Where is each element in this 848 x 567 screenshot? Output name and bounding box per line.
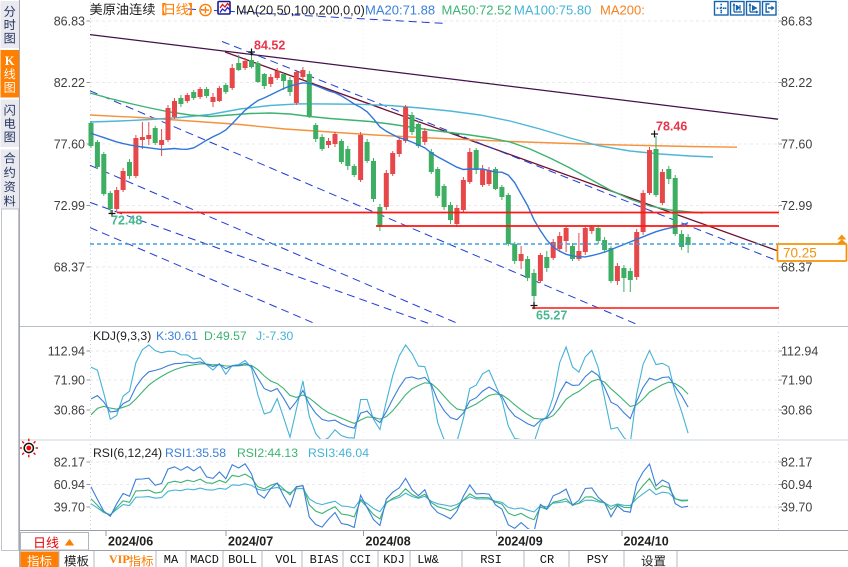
- svg-text:2024/09: 2024/09: [498, 535, 543, 549]
- svg-text:30.86: 30.86: [54, 404, 85, 418]
- svg-text:MACD: MACD: [190, 553, 219, 567]
- svg-text:BIAS: BIAS: [310, 553, 339, 567]
- svg-text:KDJ(9,3,3): KDJ(9,3,3): [93, 329, 151, 343]
- svg-text:68.37: 68.37: [54, 261, 85, 275]
- svg-text:71.90: 71.90: [54, 374, 85, 388]
- svg-text:70.25: 70.25: [783, 246, 817, 261]
- svg-text:PSY: PSY: [587, 553, 609, 567]
- svg-text:MA20:71.88: MA20:71.88: [365, 3, 435, 18]
- svg-text:72.48: 72.48: [111, 214, 142, 228]
- svg-text:CCI: CCI: [350, 553, 372, 567]
- svg-text:72.99: 72.99: [54, 199, 85, 213]
- svg-text:K:30.61: K:30.61: [156, 329, 198, 343]
- svg-text:BOLL: BOLL: [228, 553, 257, 567]
- svg-text:J:-7.30: J:-7.30: [256, 329, 293, 343]
- svg-text:65.27: 65.27: [536, 309, 567, 323]
- svg-text:RSI(6,12,24): RSI(6,12,24): [93, 446, 162, 460]
- svg-text:39.70: 39.70: [781, 501, 812, 515]
- svg-text:RSI1:35.58: RSI1:35.58: [165, 446, 226, 460]
- svg-text:86.83: 86.83: [54, 15, 85, 29]
- svg-text:2024/08: 2024/08: [366, 535, 411, 549]
- svg-text:82.22: 82.22: [781, 76, 812, 90]
- svg-text:39.70: 39.70: [54, 501, 85, 515]
- svg-text:MA50:72.52: MA50:72.52: [442, 3, 512, 18]
- svg-text:77.60: 77.60: [54, 138, 85, 152]
- svg-text:72.99: 72.99: [781, 199, 812, 213]
- svg-text:84.52: 84.52: [254, 39, 285, 53]
- svg-text:D:49.57: D:49.57: [204, 329, 247, 343]
- svg-text:MA200:: MA200:: [600, 3, 645, 18]
- svg-text:112.94: 112.94: [48, 345, 85, 359]
- svg-text:VIP: VIP: [109, 552, 130, 566]
- svg-text:2024/10: 2024/10: [624, 535, 669, 549]
- svg-text:86.83: 86.83: [781, 15, 812, 29]
- svg-text:2024/06: 2024/06: [108, 535, 153, 549]
- svg-text:KDJ: KDJ: [383, 553, 405, 567]
- svg-text:60.94: 60.94: [781, 478, 812, 492]
- svg-text:71.90: 71.90: [781, 374, 812, 388]
- svg-text:30.86: 30.86: [781, 404, 812, 418]
- svg-text:RSI3:46.04: RSI3:46.04: [308, 446, 369, 460]
- svg-text:60.94: 60.94: [54, 478, 85, 492]
- svg-text:MA(20,50,100,200,0,0): MA(20,50,100,200,0,0): [236, 4, 365, 18]
- svg-text:RSI: RSI: [480, 553, 502, 567]
- svg-text:MA100:75.80: MA100:75.80: [514, 3, 591, 18]
- svg-text:68.37: 68.37: [781, 261, 812, 275]
- svg-text:77.60: 77.60: [781, 138, 812, 152]
- svg-text:LW&: LW&: [417, 553, 439, 567]
- svg-text:82.17: 82.17: [54, 456, 85, 470]
- svg-text:82.17: 82.17: [781, 456, 812, 470]
- svg-text:CR: CR: [540, 553, 554, 567]
- svg-text:82.22: 82.22: [54, 76, 85, 90]
- svg-text:MA: MA: [164, 553, 179, 567]
- svg-text:VOL: VOL: [275, 553, 297, 567]
- svg-text:112.94: 112.94: [781, 345, 818, 359]
- svg-text:78.46: 78.46: [656, 120, 687, 134]
- svg-text:RSI2:44.13: RSI2:44.13: [237, 446, 298, 460]
- svg-text:K: K: [5, 54, 15, 68]
- svg-text:2024/07: 2024/07: [228, 535, 273, 549]
